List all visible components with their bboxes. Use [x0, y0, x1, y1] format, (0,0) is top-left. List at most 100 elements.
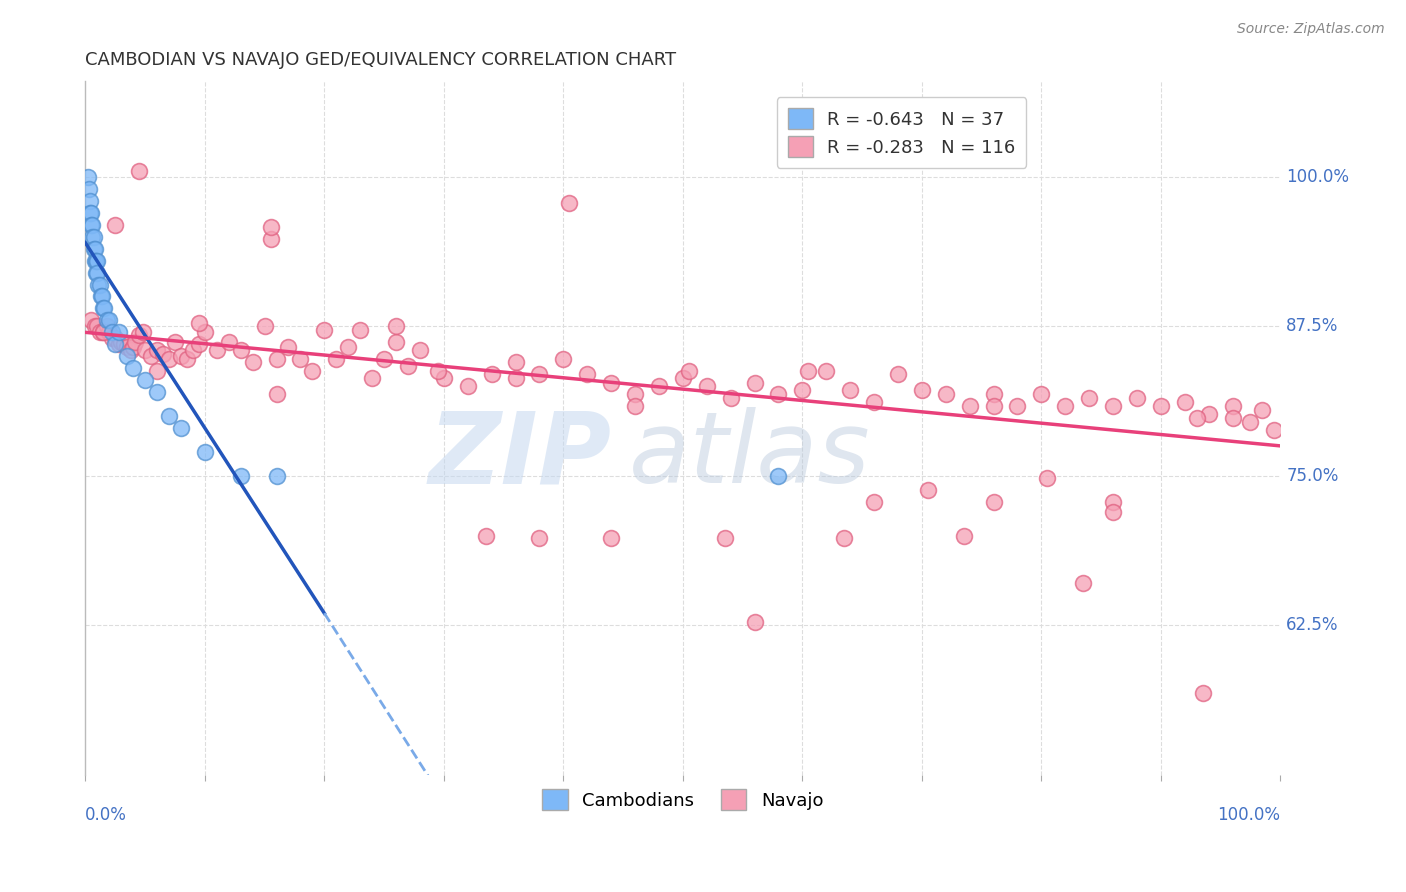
- Point: [768, 468, 790, 483]
- Point: [115, 349, 138, 363]
- Point: [229, 468, 252, 483]
- Point: [122, 361, 145, 376]
- Point: [1102, 505, 1125, 519]
- Point: [96, 319, 118, 334]
- Point: [104, 337, 127, 351]
- Point: [266, 351, 288, 366]
- Point: [373, 351, 395, 366]
- Point: [89, 277, 111, 292]
- Point: [104, 218, 127, 232]
- Point: [505, 355, 527, 369]
- Point: [82, 218, 104, 232]
- Text: 100.0%: 100.0%: [1286, 168, 1350, 186]
- Point: [90, 289, 112, 303]
- Point: [290, 351, 312, 366]
- Point: [80, 313, 103, 327]
- Text: 100.0%: 100.0%: [1218, 805, 1281, 824]
- Point: [696, 379, 718, 393]
- Point: [259, 220, 281, 235]
- Text: 0.0%: 0.0%: [86, 805, 127, 824]
- Point: [86, 319, 108, 334]
- Point: [77, 182, 100, 196]
- Point: [792, 383, 814, 397]
- Point: [80, 218, 103, 232]
- Point: [911, 383, 934, 397]
- Point: [131, 326, 153, 340]
- Point: [253, 319, 276, 334]
- Point: [152, 347, 174, 361]
- Point: [1239, 415, 1261, 429]
- Point: [600, 531, 623, 545]
- Text: 62.5%: 62.5%: [1286, 616, 1339, 634]
- Point: [1071, 576, 1094, 591]
- Point: [86, 253, 108, 268]
- Point: [314, 323, 336, 337]
- Point: [163, 334, 186, 349]
- Point: [672, 370, 695, 384]
- Point: [194, 326, 217, 340]
- Point: [1036, 471, 1059, 485]
- Point: [385, 319, 408, 334]
- Point: [91, 326, 114, 340]
- Point: [1102, 400, 1125, 414]
- Point: [91, 289, 114, 303]
- Point: [1185, 411, 1208, 425]
- Point: [259, 232, 281, 246]
- Point: [600, 376, 623, 390]
- Point: [832, 531, 855, 545]
- Point: [505, 370, 527, 384]
- Point: [187, 316, 209, 330]
- Point: [713, 531, 735, 545]
- Point: [887, 367, 910, 381]
- Point: [815, 363, 838, 377]
- Point: [96, 313, 118, 327]
- Point: [266, 387, 288, 401]
- Point: [361, 370, 384, 384]
- Point: [1222, 411, 1244, 425]
- Point: [181, 343, 204, 358]
- Point: [558, 196, 581, 211]
- Text: atlas: atlas: [628, 407, 870, 504]
- Point: [1150, 400, 1173, 414]
- Point: [959, 400, 981, 414]
- Text: CAMBODIAN VS NAVAJO GED/EQUIVALENCY CORRELATION CHART: CAMBODIAN VS NAVAJO GED/EQUIVALENCY CORR…: [86, 51, 676, 69]
- Point: [87, 277, 110, 292]
- Point: [76, 169, 98, 184]
- Point: [349, 323, 371, 337]
- Point: [86, 266, 108, 280]
- Point: [112, 337, 135, 351]
- Point: [124, 334, 146, 349]
- Point: [1251, 403, 1274, 417]
- Point: [146, 363, 169, 377]
- Point: [80, 206, 103, 220]
- Point: [100, 326, 122, 340]
- Point: [983, 400, 1005, 414]
- Point: [624, 400, 647, 414]
- Point: [337, 340, 360, 354]
- Point: [983, 387, 1005, 401]
- Point: [720, 391, 742, 405]
- Point: [146, 343, 169, 358]
- Point: [194, 445, 217, 459]
- Point: [79, 194, 101, 208]
- Point: [744, 376, 766, 390]
- Point: [242, 355, 264, 369]
- Point: [83, 229, 105, 244]
- Point: [134, 373, 156, 387]
- Point: [218, 334, 240, 349]
- Point: [98, 313, 121, 327]
- Point: [1174, 394, 1197, 409]
- Point: [983, 495, 1005, 509]
- Point: [170, 421, 193, 435]
- Point: [170, 349, 193, 363]
- Point: [409, 343, 432, 358]
- Point: [84, 253, 107, 268]
- Point: [935, 387, 957, 401]
- Point: [266, 468, 288, 483]
- Point: [104, 331, 127, 345]
- Point: [529, 531, 551, 545]
- Point: [139, 349, 162, 363]
- Point: [1126, 391, 1149, 405]
- Point: [426, 363, 449, 377]
- Point: [678, 363, 700, 377]
